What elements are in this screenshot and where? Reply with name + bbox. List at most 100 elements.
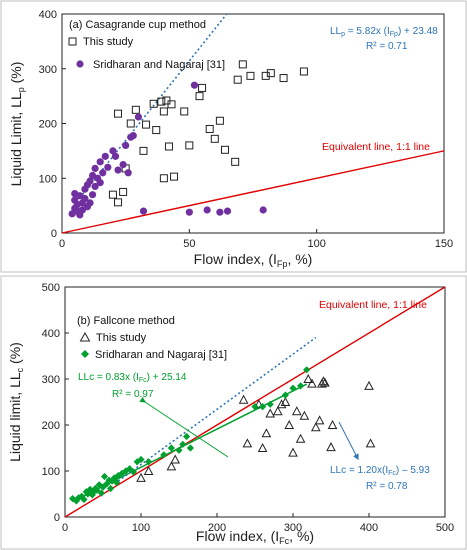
data-point-sridharan (186, 444, 194, 452)
data-point-this-study (238, 394, 249, 404)
panel-b-blue-arrow (338, 421, 359, 461)
legend-b-sridharan-marker (81, 350, 89, 358)
data-point-sridharan (129, 468, 137, 476)
data-point-this-study (310, 422, 321, 432)
equivalent-1-1-line (64, 286, 446, 518)
data-point-this-study (280, 396, 291, 406)
panel-b-green-arrow (139, 396, 229, 458)
y-tick-label: 100 (42, 466, 60, 478)
data-point-this-study (170, 454, 181, 464)
y-tick-label: 300 (42, 374, 60, 386)
data-point-sridharan (160, 451, 168, 459)
legend-b-this-study-label: This study (96, 332, 147, 344)
data-point-sridharan (266, 400, 274, 408)
data-point-this-study (242, 438, 253, 448)
data-point-sridharan (104, 163, 112, 171)
panel-a-series-this-study (108, 60, 308, 207)
panel-b-plot-area (64, 286, 446, 518)
data-point-sridharan (122, 141, 130, 149)
data-point-sridharan (88, 491, 96, 499)
panel-b-green-r2: R² = 0.97 (112, 389, 154, 400)
data-point-sridharan (113, 478, 121, 487)
legend-a-this-study-marker (68, 37, 77, 46)
data-point-this-study (276, 399, 287, 409)
panel-b-label: (b) Fallcone method (77, 315, 175, 327)
data-point-sridharan (105, 476, 113, 484)
data-point-this-study (215, 116, 224, 125)
data-point-this-study (279, 74, 288, 83)
panel-b-blue-r2: R² = 0.78 (366, 481, 408, 492)
x-tick-label: 0 (62, 522, 68, 534)
data-point-sridharan (137, 455, 145, 464)
data-point-this-study (195, 92, 204, 101)
trend-line (79, 13, 228, 199)
data-point-sridharan (303, 366, 311, 374)
x-tick-label: 300 (284, 522, 302, 534)
data-point-sridharan (88, 191, 97, 199)
data-point-this-study (265, 408, 276, 418)
panel-a-label: (a) Casagrande cup method (69, 19, 206, 31)
data-point-sridharan (216, 208, 224, 216)
data-point-this-study (220, 145, 229, 154)
data-point-this-study (291, 406, 302, 416)
data-point-this-study (108, 190, 117, 199)
panel-a-equation: LLp = 5.82x (IFp) + 23.48 (330, 26, 438, 38)
data-point-sridharan (107, 484, 115, 493)
data-point-this-study (261, 428, 272, 438)
x-tick-label: 400 (360, 522, 378, 534)
data-point-this-study (167, 100, 176, 109)
data-point-this-study (299, 410, 310, 420)
data-point-sridharan (190, 81, 199, 89)
data-point-this-study (143, 465, 154, 475)
panel-a-x-ticks: 0 50 100 150 (59, 229, 453, 250)
panel-b-blue-equation: LLc = 1.20x(IFc) – 5.93 (330, 465, 430, 477)
data-point-sridharan (119, 160, 127, 169)
data-point-sridharan (281, 391, 289, 399)
data-point-sridharan (80, 495, 88, 504)
data-point-sridharan (185, 208, 193, 216)
data-point-this-study (114, 109, 123, 118)
data-point-sridharan (129, 131, 137, 140)
data-point-sridharan (259, 403, 267, 411)
data-point-sridharan (109, 147, 117, 155)
data-point-sridharan (139, 207, 148, 215)
data-point-sridharan (223, 207, 232, 215)
data-point-sridharan (99, 483, 107, 491)
data-point-this-study (170, 172, 179, 181)
data-point-this-study (261, 71, 270, 80)
data-point-sridharan (175, 446, 183, 454)
data-point-sridharan (96, 158, 104, 166)
data-point-this-study (210, 134, 219, 143)
y-tick-label: 400 (42, 328, 60, 340)
data-point-this-study (253, 399, 264, 409)
data-point-sridharan (101, 152, 109, 160)
data-point-this-study (327, 419, 338, 429)
data-point-this-study (233, 75, 242, 84)
panel-b-y-ticks: 0 100 200 300 400 500 (42, 282, 69, 524)
data-point-sridharan (183, 432, 191, 441)
panel-b-x-ticks: 0 100 200 300 400 500 (62, 513, 454, 534)
data-point-sridharan (72, 497, 80, 505)
data-point-this-study (152, 126, 161, 135)
data-point-this-study (185, 141, 194, 150)
data-point-sridharan (289, 384, 297, 392)
data-point-sridharan (100, 472, 109, 481)
data-point-sridharan (86, 177, 94, 185)
panel-b-series-this-study (136, 373, 376, 482)
data-point-this-study (149, 99, 158, 108)
data-point-this-study (303, 373, 314, 383)
data-point-sridharan (251, 403, 259, 411)
data-point-this-study (205, 124, 214, 133)
y-tick-label: 0 (54, 512, 60, 524)
data-point-this-study (139, 146, 148, 155)
panel-a: 0 100 200 300 400 0 50 100 150 (a) Casagrande c… (0, 0, 467, 273)
x-tick-label: 50 (183, 238, 195, 250)
data-point-sridharan (114, 472, 122, 480)
x-tick-label: 100 (132, 522, 150, 534)
y-tick-label: 0 (51, 228, 57, 240)
data-point-sridharan (78, 206, 86, 214)
panel-b-x-axis-label: Flow index, (IFc, %) (196, 528, 314, 546)
equivalent-1-1-line (61, 150, 445, 234)
data-point-this-study (164, 142, 173, 151)
data-point-sridharan (86, 199, 94, 207)
